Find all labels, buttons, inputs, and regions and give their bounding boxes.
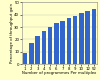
Bar (73, 16, 78, 64)
X-axis label: Number of programmes Per multiplex: Number of programmes Per multiplex (22, 71, 97, 75)
Bar (60, 21, 65, 64)
Bar (42, 31, 46, 64)
Bar (35, 36, 40, 64)
Bar (85, 11, 90, 64)
Bar (92, 9, 96, 64)
Bar (79, 14, 84, 64)
Bar (48, 27, 52, 64)
Bar (23, 53, 28, 64)
Bar (66, 18, 71, 64)
Bar (29, 43, 34, 64)
Bar (54, 23, 59, 64)
Y-axis label: Percentage of throughput gain: Percentage of throughput gain (10, 3, 14, 63)
